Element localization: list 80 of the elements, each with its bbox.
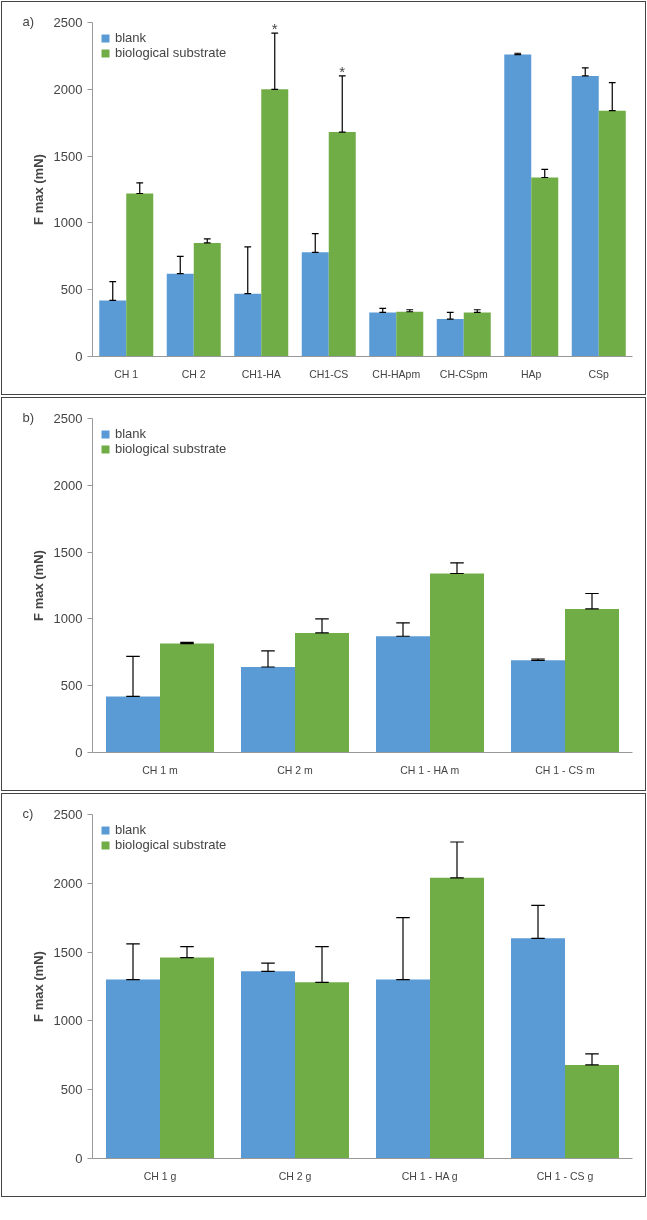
x-tick-label: HAp xyxy=(521,367,542,380)
bar xyxy=(376,636,430,753)
y-tick-label: 2500 xyxy=(53,15,83,30)
x-tick-label: CH 1 - CS m xyxy=(535,763,596,776)
bar xyxy=(504,54,532,357)
y-tick-label: 2500 xyxy=(53,411,83,426)
bar xyxy=(463,312,491,357)
bar xyxy=(369,312,397,357)
text: b) xyxy=(22,409,35,425)
bar xyxy=(234,293,262,357)
x-tick-label: CSp xyxy=(588,367,610,380)
bar xyxy=(511,660,565,753)
bar xyxy=(241,971,295,1159)
bar xyxy=(99,300,127,357)
x-tick-label: CH1-HA xyxy=(241,367,281,380)
x-tick-label: CH1-CS xyxy=(309,367,349,380)
y-tick-label: 500 xyxy=(60,282,83,298)
y-tick-label: 1000 xyxy=(53,611,83,627)
x-tick-label: CH 1 m xyxy=(142,763,179,776)
text: c) xyxy=(22,805,34,821)
y-tick-label: 1500 xyxy=(53,544,83,560)
y-tick-label: 1500 xyxy=(53,148,83,164)
x-tick-label: CH-CSpm xyxy=(439,367,488,380)
bar xyxy=(160,957,214,1159)
bar xyxy=(531,177,559,357)
x-tick-label: CH 2 xyxy=(181,367,206,380)
legend-label: biological substrate xyxy=(115,45,227,60)
y-axis-title: F max (mN) xyxy=(30,951,46,1022)
y-tick-label: 0 xyxy=(75,1151,83,1166)
bar xyxy=(430,573,484,753)
x-tick-label: CH 1 - HA g xyxy=(401,1169,458,1182)
bar xyxy=(396,311,424,357)
bar xyxy=(295,982,349,1159)
x-tick-label: CH 1 - HA m xyxy=(400,763,460,776)
bar xyxy=(160,643,214,753)
bar xyxy=(166,273,194,357)
bar xyxy=(436,319,464,357)
y-tick-label: 2000 xyxy=(53,81,83,97)
y-tick-label: 2000 xyxy=(53,875,83,891)
y-tick-label: 2000 xyxy=(53,477,83,493)
bar xyxy=(598,110,626,357)
x-tick-label: CH 1 - CS g xyxy=(536,1169,594,1182)
y-tick-label: 0 xyxy=(75,745,83,760)
bar xyxy=(565,608,619,753)
y-tick-label: 1500 xyxy=(53,944,83,960)
bar xyxy=(328,132,356,357)
y-tick-label: 500 xyxy=(60,678,83,694)
x-tick-label: CH 1 g xyxy=(143,1169,177,1182)
bar xyxy=(571,75,599,357)
bar xyxy=(430,877,484,1159)
y-tick-label: 0 xyxy=(75,349,83,364)
bar xyxy=(511,938,565,1159)
x-tick-label: CH-HApm xyxy=(372,367,421,380)
x-tick-label: CH 2 g xyxy=(278,1169,312,1182)
bar xyxy=(261,89,289,357)
bar xyxy=(126,193,154,357)
y-tick-label: 500 xyxy=(60,1082,83,1098)
y-axis-title: F max (mN) xyxy=(30,550,46,621)
annotation: * xyxy=(271,20,278,38)
bar xyxy=(193,242,221,357)
legend-label: blank xyxy=(115,426,147,441)
bar xyxy=(106,979,160,1159)
legend-label: blank xyxy=(115,30,147,45)
annotation: * xyxy=(339,62,346,80)
x-tick-label: CH 1 xyxy=(114,367,139,380)
bar xyxy=(376,979,430,1159)
bar xyxy=(106,696,160,753)
bar xyxy=(301,252,329,357)
y-tick-label: 1000 xyxy=(53,1013,83,1029)
x-tick-label: CH 2 m xyxy=(277,763,314,776)
y-axis-title: F max (mN) xyxy=(30,154,46,225)
bar xyxy=(565,1064,619,1159)
y-tick-label: 1000 xyxy=(53,215,83,231)
legend-label: biological substrate xyxy=(115,837,227,852)
bar xyxy=(295,632,349,753)
bar xyxy=(241,667,295,753)
y-tick-label: 2500 xyxy=(53,807,83,822)
legend-label: biological substrate xyxy=(115,441,227,456)
legend-label: blank xyxy=(115,822,147,837)
text: a) xyxy=(22,13,35,29)
